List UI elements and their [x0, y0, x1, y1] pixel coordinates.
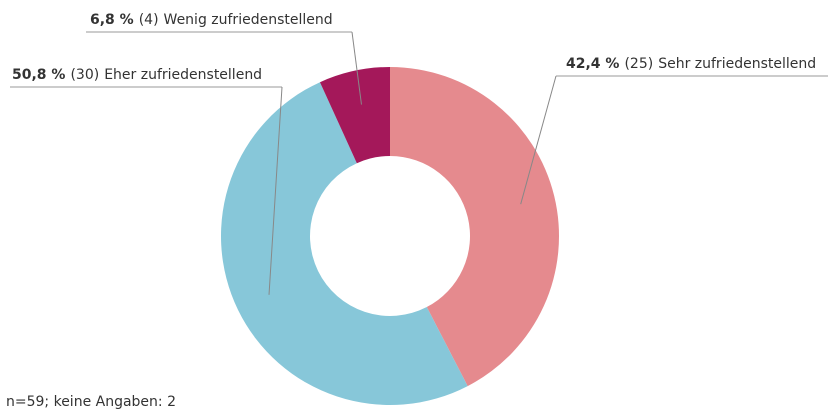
- leader-line: [268, 86, 283, 295]
- leader-line: [520, 75, 557, 205]
- category-label: Eher zufriedenstellend: [104, 67, 262, 83]
- donut-segment: [221, 82, 468, 405]
- leader-line: [351, 31, 362, 105]
- data-label: 50,8 % (30) Eher zufriedenstellend: [12, 67, 262, 83]
- count-label: (25): [624, 56, 653, 72]
- note: n=59; keine Angaben: 2: [6, 394, 176, 410]
- data-label: 6,8 % (4) Wenig zufriedenstellend: [90, 12, 333, 28]
- count-label: (30): [70, 67, 99, 83]
- donut-segment: [319, 67, 390, 164]
- donut-segment: [390, 67, 559, 387]
- value-label: 50,8 %: [12, 67, 65, 83]
- category-label: Sehr zufriedenstellend: [658, 56, 816, 72]
- count-label: (4): [139, 12, 159, 28]
- category-label: Wenig zufriedenstellend: [164, 12, 333, 28]
- data-label: 42,4 % (25) Sehr zufriedenstellend: [566, 56, 816, 72]
- value-label: 42,4 %: [566, 56, 619, 72]
- value-label: 6,8 %: [90, 12, 134, 28]
